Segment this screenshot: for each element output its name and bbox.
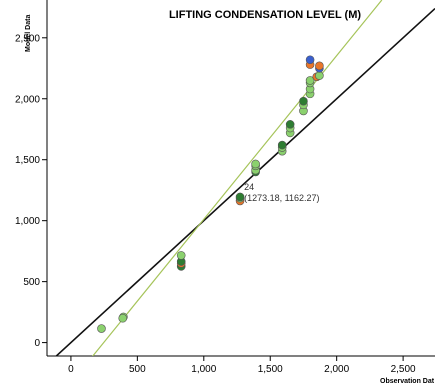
data-point [97,324,106,333]
data-point [315,71,324,80]
x-tick-label: 500 [129,364,146,375]
data-point [315,61,324,71]
data-point [251,159,260,169]
reference-lines [55,0,435,356]
axis-ticks: 0 500 1,000 1,500 2,000 2,500 0 500 1,000 1,500 2,… [15,33,416,375]
data-point [118,313,128,323]
data-point [235,192,245,202]
x-tick-label: 1,000 [191,364,216,375]
y-tick-label: 500 [23,277,40,288]
x-tick-label: 1,500 [258,364,283,375]
one-to-one-line [55,7,435,356]
data-points [97,55,324,333]
annotation-coords: (1273.18, 1162.27) [244,193,319,203]
x-tick-label: 0 [68,364,74,375]
x-axis-label: Observation Dat [380,378,435,385]
point-annotation: 24(1273.18, 1162.27) [244,182,319,203]
data-point [176,251,186,260]
y-tick-label: 2,000 [15,94,40,105]
data-point [299,96,308,106]
fit-line [92,0,383,356]
y-tick-label: 2,500 [15,33,40,44]
y-tick-label: 1,500 [15,155,40,166]
data-point [285,120,295,129]
x-tick-label: 2,000 [324,364,349,375]
data-point [305,76,315,85]
y-tick-label: 0 [34,338,40,349]
y-axis-label: Model Data [25,15,32,52]
y-tick-label: 1,000 [15,216,40,227]
data-point [305,55,315,65]
data-point [277,140,287,150]
x-tick-label: 2,500 [391,364,416,375]
chart-title: LIFTING CONDENSATION LEVEL (M) [169,9,361,21]
annotation-label: 24 [244,182,254,192]
